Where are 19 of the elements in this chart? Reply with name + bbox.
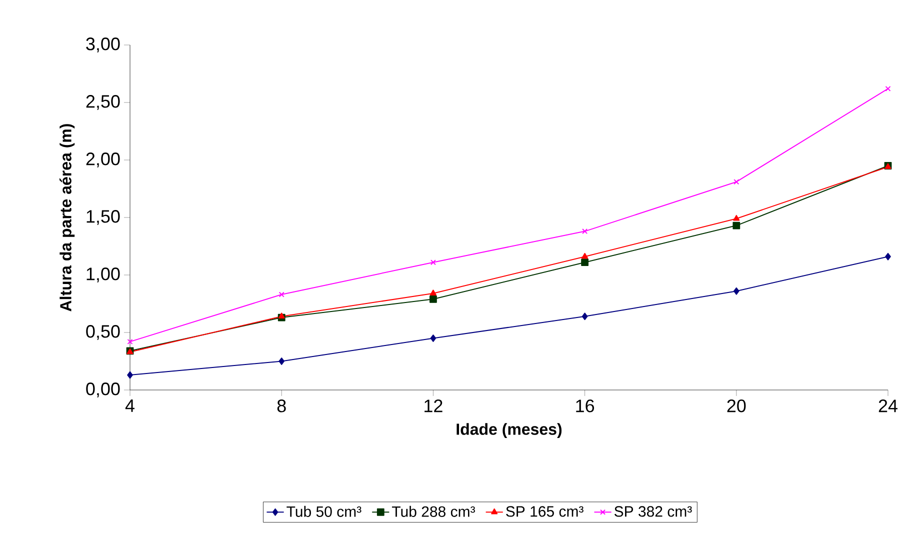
x-tick-label: 20 bbox=[727, 400, 746, 412]
y-tick-label: 3,00 bbox=[86, 38, 120, 52]
x-tick-label: 8 bbox=[277, 400, 286, 412]
y-tick-label: 2,00 bbox=[86, 152, 120, 168]
y-tick-label: 1,50 bbox=[86, 210, 120, 225]
legend-label: Tub 50 cm³ bbox=[286, 506, 362, 517]
y-tick-label: 2,50 bbox=[86, 95, 120, 110]
y-tick-label: 0,50 bbox=[86, 325, 120, 340]
x-tick-label: 24 bbox=[878, 400, 898, 412]
x-axis-title: Idade (meses) bbox=[456, 423, 562, 438]
legend-label: Tub 288 cm³ bbox=[392, 506, 476, 517]
y-tick-label: 0,00 bbox=[86, 382, 120, 398]
x-tick-label: 12 bbox=[424, 400, 442, 412]
y-axis-title: Altura da parte aérea (m) bbox=[60, 124, 75, 312]
legend-label: SP 165 cm³ bbox=[506, 506, 584, 517]
x-tick-label: 4 bbox=[125, 400, 134, 412]
x-tick-label: 16 bbox=[576, 400, 594, 412]
legend-label: SP 382 cm³ bbox=[614, 506, 692, 517]
y-tick-label: 1,00 bbox=[86, 268, 120, 282]
